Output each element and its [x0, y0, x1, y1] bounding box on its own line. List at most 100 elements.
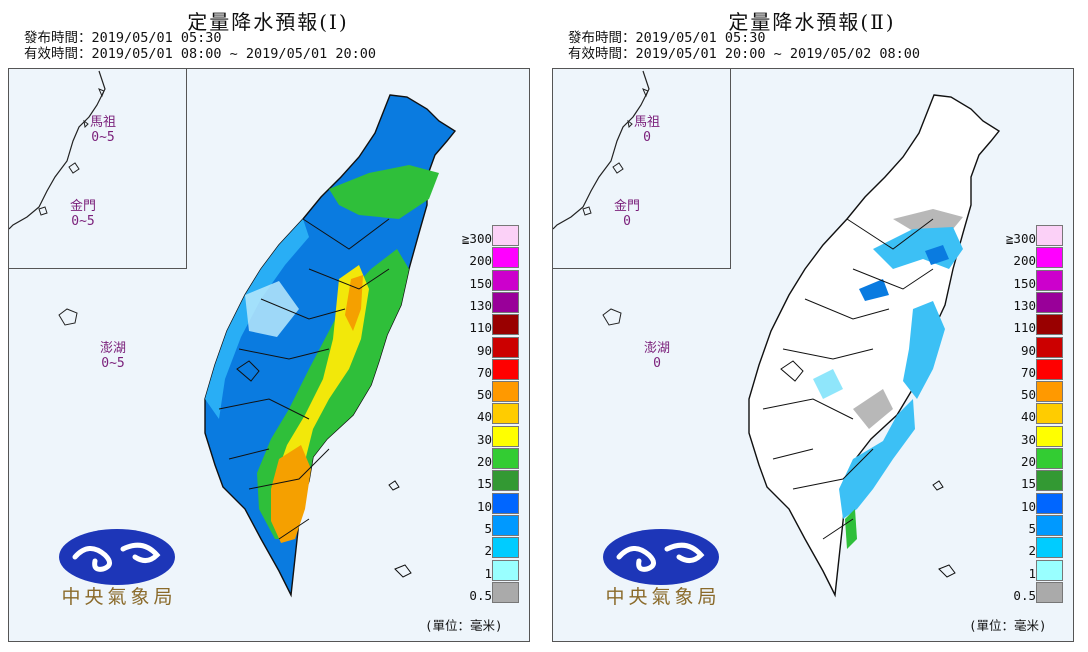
island-value: 0~5 — [91, 130, 115, 145]
legend-swatch — [1036, 403, 1063, 425]
agency-name: 中央氣象局 — [61, 586, 177, 608]
legend-swatch — [1036, 559, 1063, 581]
legend-label: 2 — [484, 543, 492, 559]
legend-label: 150 — [1013, 275, 1036, 291]
issue-time: 發布時間：2019/05/01 05:30 — [24, 30, 222, 46]
island-name: 金門 — [613, 199, 640, 214]
panel-title: 定量降水預報(Ⅰ) — [187, 10, 349, 34]
legend-label: 90 — [476, 342, 492, 358]
legend-swatch — [1036, 492, 1063, 514]
legend-swatch — [492, 559, 519, 581]
island-value: 0~5 — [101, 356, 125, 371]
legend-entry: 150 — [976, 269, 1066, 292]
island-label-matsu: 馬祖 0 — [617, 115, 677, 145]
agency-name: 中央氣象局 — [605, 586, 721, 608]
legend-entry: 70 — [432, 358, 522, 381]
legend-entry: 5 — [976, 514, 1066, 537]
legend-label: 200 — [469, 253, 492, 269]
legend-label: 5 — [484, 520, 492, 536]
legend-swatch — [1036, 381, 1063, 403]
cwb-logo — [603, 529, 719, 585]
legend-label: 110 — [1013, 320, 1036, 336]
unit-label: (單位：毫米) — [969, 618, 1047, 633]
legend-swatch — [492, 269, 519, 291]
legend-entry: 90 — [432, 336, 522, 359]
legend-label: 1 — [1028, 565, 1036, 581]
unit-label: (單位：毫米) — [425, 618, 503, 633]
offshore-islands-inset — [553, 69, 731, 269]
rainfall-map — [553, 70, 1001, 598]
legend-label: 40 — [476, 409, 492, 425]
legend-label: 10 — [476, 498, 492, 514]
legend-swatch — [1036, 336, 1063, 358]
legend-entry: 200 — [432, 247, 522, 269]
legend-entry: 40 — [976, 403, 1066, 425]
legend-entry: 15 — [976, 470, 1066, 492]
legend-label: 1 — [484, 565, 492, 581]
island-value: 0 — [623, 214, 631, 229]
legend-swatch — [1036, 581, 1063, 603]
legend-entry: 110 — [432, 314, 522, 336]
legend-entry: 0.5 — [976, 581, 1066, 604]
legend-swatch — [492, 514, 519, 536]
legend-entry: 5 — [432, 514, 522, 537]
legend-entry: ≧300 — [976, 225, 1066, 247]
legend-swatch — [492, 336, 519, 358]
legend-swatch — [492, 314, 519, 336]
legend-swatch — [1036, 291, 1063, 313]
island-value: 0 — [643, 130, 651, 145]
legend-swatch — [492, 381, 519, 403]
island-value: 0 — [653, 356, 661, 371]
legend-entry: 10 — [432, 492, 522, 515]
island-name: 澎湖 — [99, 341, 126, 356]
legend-entry: 150 — [432, 269, 522, 292]
legend-swatch — [492, 358, 519, 380]
legend-entry: ≧300 — [432, 225, 522, 247]
qpf-panel-1: 定量降水預報(Ⅰ) 發布時間：2019/05/01 05:30 有效時間：201… — [0, 0, 536, 652]
legend-label: 110 — [469, 320, 492, 336]
legend-swatch — [1036, 247, 1063, 269]
legend-entry: 70 — [976, 358, 1066, 381]
legend-entry: 130 — [976, 291, 1066, 314]
legend-label: 40 — [1020, 409, 1036, 425]
legend-entry: 130 — [432, 291, 522, 314]
island-label-kinmen: 金門 0 — [597, 199, 657, 229]
legend-swatch — [1036, 425, 1063, 447]
legend-entry: 15 — [432, 470, 522, 492]
legend-swatch — [492, 581, 519, 603]
legend-entry: 20 — [976, 448, 1066, 470]
legend-swatch — [492, 448, 519, 469]
legend-swatch — [1036, 537, 1063, 559]
legend-entry: 30 — [432, 425, 522, 448]
legend-swatch — [492, 470, 519, 492]
legend-entry: 2 — [976, 537, 1066, 559]
legend-swatch — [492, 537, 519, 559]
legend-label: 130 — [469, 297, 492, 313]
legend-swatch — [492, 492, 519, 514]
legend-label: 0.5 — [469, 587, 492, 603]
map-frame: 馬祖 0 金門 0 澎湖 0 ≧300 200 150 130 110 90 70 50 40 3… — [552, 68, 1074, 642]
island-label-penghu: 澎湖 0~5 — [83, 341, 143, 371]
legend-swatch — [492, 291, 519, 313]
issue-time: 發布時間：2019/05/01 05:30 — [568, 30, 766, 46]
legend-label: 70 — [1020, 364, 1036, 380]
legend-entry: 110 — [976, 314, 1066, 336]
legend-label: ≧300 — [461, 231, 492, 246]
legend-entry: 10 — [976, 492, 1066, 515]
map-frame: 馬祖 0~5 金門 0~5 澎湖 0~5 ≧300 200 150 130 110 90 7… — [8, 68, 530, 642]
legend-swatch — [1036, 269, 1063, 291]
legend-label: 30 — [1020, 431, 1036, 447]
island-name: 澎湖 — [643, 341, 670, 356]
legend-swatch — [492, 403, 519, 425]
legend-label: 130 — [1013, 297, 1036, 313]
legend-swatch — [492, 247, 519, 269]
legend-swatch — [492, 225, 519, 246]
legend-swatch — [1036, 470, 1063, 492]
island-label-kinmen: 金門 0~5 — [53, 199, 113, 229]
legend-label: 15 — [1020, 476, 1036, 492]
legend-label: 70 — [476, 364, 492, 380]
legend-entry: 50 — [976, 381, 1066, 403]
legend-entry: 90 — [976, 336, 1066, 359]
qpf-panel-2: 定量降水預報(Ⅱ) 發布時間：2019/05/01 05:30 有效時間：201… — [544, 0, 1080, 652]
legend-label: 5 — [1028, 520, 1036, 536]
